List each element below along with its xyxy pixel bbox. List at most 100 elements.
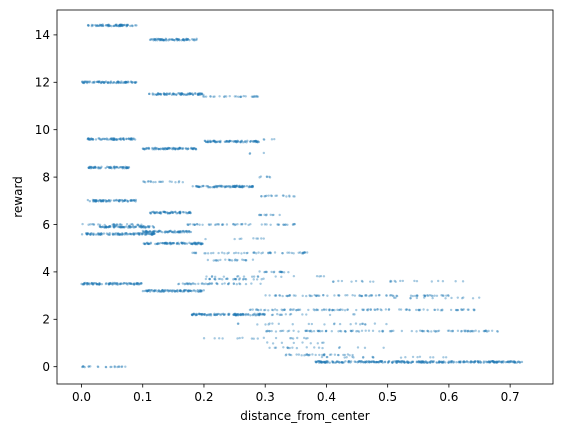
data-point [137,283,140,286]
data-point [153,211,156,215]
data-point [323,308,326,311]
data-point [125,137,128,141]
data-point [208,140,212,144]
data-point [118,81,122,84]
data-point [136,223,140,227]
data-point [123,80,126,84]
data-point [465,360,468,364]
data-point [102,199,105,203]
data-point [171,38,174,41]
data-point [165,147,169,150]
data-point [319,274,323,278]
data-point [180,231,184,234]
data-point [191,147,194,150]
data-point [469,329,472,333]
data-point [190,242,193,245]
data-point [118,225,121,228]
data-point [145,242,148,245]
x-tick-label: 0.7 [501,390,520,404]
data-point [156,211,159,215]
data-point [163,146,167,150]
data-point [232,282,236,286]
data-point [125,166,129,170]
data-point [164,230,167,233]
data-point [103,226,107,229]
data-point [117,137,121,141]
data-point [267,323,270,326]
data-point [492,360,496,364]
data-point [95,282,98,286]
data-point [131,223,134,226]
data-point [103,226,106,229]
data-point [268,294,271,297]
data-point [271,313,275,316]
data-point [188,289,192,293]
data-point [380,360,383,364]
data-point [99,199,103,203]
data-point [156,242,159,245]
data-point [206,140,209,144]
data-point [197,290,200,293]
data-point [249,139,253,143]
data-point [204,252,207,255]
data-point [126,233,130,236]
data-point [125,137,128,141]
data-point [331,308,334,312]
data-point [142,224,145,228]
data-point [306,354,310,357]
data-point [128,282,131,285]
data-point [113,232,116,235]
data-point [295,308,298,312]
data-point [196,242,199,246]
data-point [101,24,104,28]
data-point [195,242,198,246]
data-point [162,39,165,42]
data-point [156,230,159,233]
data-point [98,282,101,286]
data-point [210,282,214,285]
data-point [234,139,237,143]
data-point [415,279,419,283]
data-point [421,361,424,364]
data-point [271,322,274,325]
data-point [382,346,385,349]
data-point [192,289,195,292]
data-point [81,81,85,85]
data-point [277,223,280,226]
data-point [171,290,174,293]
data-point [218,184,222,188]
data-point [352,313,355,316]
data-point [422,308,425,311]
data-point [186,290,190,293]
data-point [226,252,229,255]
data-point [286,294,289,298]
data-point [194,147,197,151]
data-point [440,309,444,312]
data-point [147,146,150,150]
data-point [418,355,422,358]
data-point [110,138,114,141]
data-point [172,289,176,292]
data-point [239,140,243,144]
data-point [301,294,304,298]
data-point [226,282,230,286]
data-point [325,308,328,311]
data-point [213,95,216,98]
data-point [128,232,131,236]
data-point [212,139,215,143]
data-point [239,95,242,99]
data-point [234,258,237,261]
data-point [202,282,206,286]
data-point [90,24,94,28]
y-tick-label: 6 [42,218,50,232]
data-point [381,329,384,333]
data-point [125,282,128,285]
data-point [94,166,97,169]
data-point [256,141,259,144]
data-point [268,176,272,179]
data-point [392,296,396,299]
data-point [145,289,149,293]
data-point [213,312,216,315]
data-point [197,241,201,244]
data-point [479,361,482,364]
